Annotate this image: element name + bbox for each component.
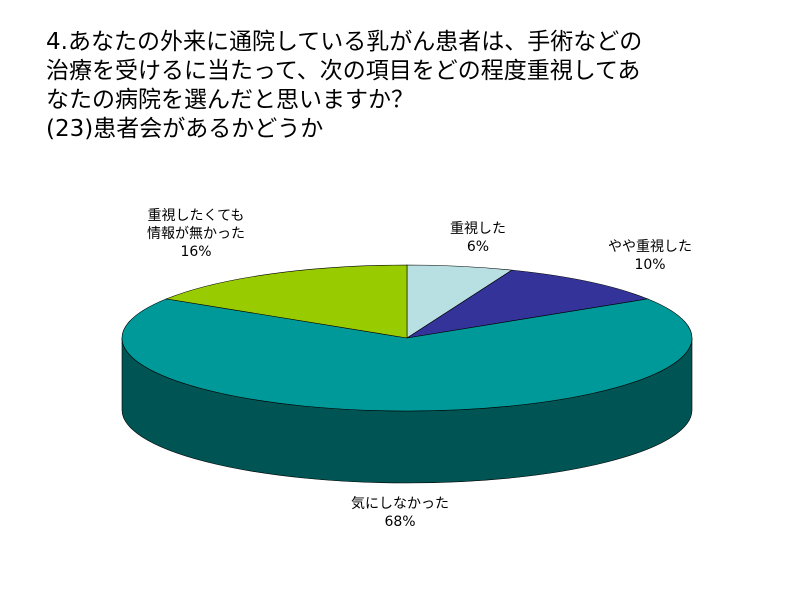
pie-slice — [406, 269, 649, 339]
pie-slice — [165, 264, 408, 339]
chart-title: 4.あなたの外来に通院している乳がん患者は、手術などの 治療を受けるに当たって、… — [46, 29, 643, 142]
category-label: 重視したくても 情報が無かった — [147, 208, 245, 242]
pie-slice — [121, 298, 693, 412]
value-label: 68% — [384, 514, 416, 530]
category-label: 気にしなかった — [351, 496, 449, 512]
category-label: 重視した — [450, 221, 506, 237]
value-label: 6% — [466, 239, 490, 255]
category-label: やや重視した — [608, 239, 692, 255]
value-label: 10% — [634, 257, 666, 273]
value-label: 16% — [180, 244, 212, 260]
